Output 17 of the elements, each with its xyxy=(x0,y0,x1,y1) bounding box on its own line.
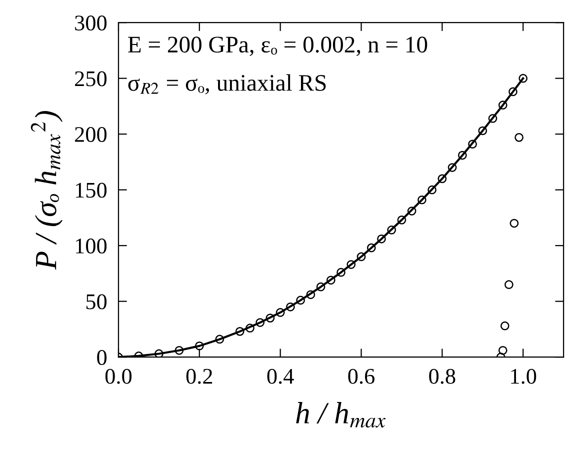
y-axis-title: P / (σₒ h$_{max}$$^{2}$) xyxy=(30,111,63,270)
y-tick-label: 150 xyxy=(76,182,107,198)
annotation: σ$_{R2}$ = σₒ, uniaxial RS xyxy=(128,74,326,94)
x-tick-label: 0.4 xyxy=(267,368,294,384)
x-tick-label: 0.0 xyxy=(105,368,132,384)
y-tick-label: 200 xyxy=(75,127,107,142)
x-tick-label: 0.2 xyxy=(186,368,212,384)
y-tick-label: 100 xyxy=(76,238,107,254)
x-tick-label: 0.6 xyxy=(348,368,374,384)
y-tick-label: 0 xyxy=(97,350,107,366)
x-tick-label: 0.8 xyxy=(429,368,456,384)
x-tick-label: 1.0 xyxy=(511,368,536,384)
y-tick-label: 50 xyxy=(86,294,107,310)
y-tick-label: 300 xyxy=(75,16,107,31)
annotation: E = 200 GPa, εₒ = 0.002, n = 10 xyxy=(128,36,428,56)
y-tick-label: 250 xyxy=(75,71,107,86)
x-axis-title: h / h$_{max}$ xyxy=(296,402,386,428)
